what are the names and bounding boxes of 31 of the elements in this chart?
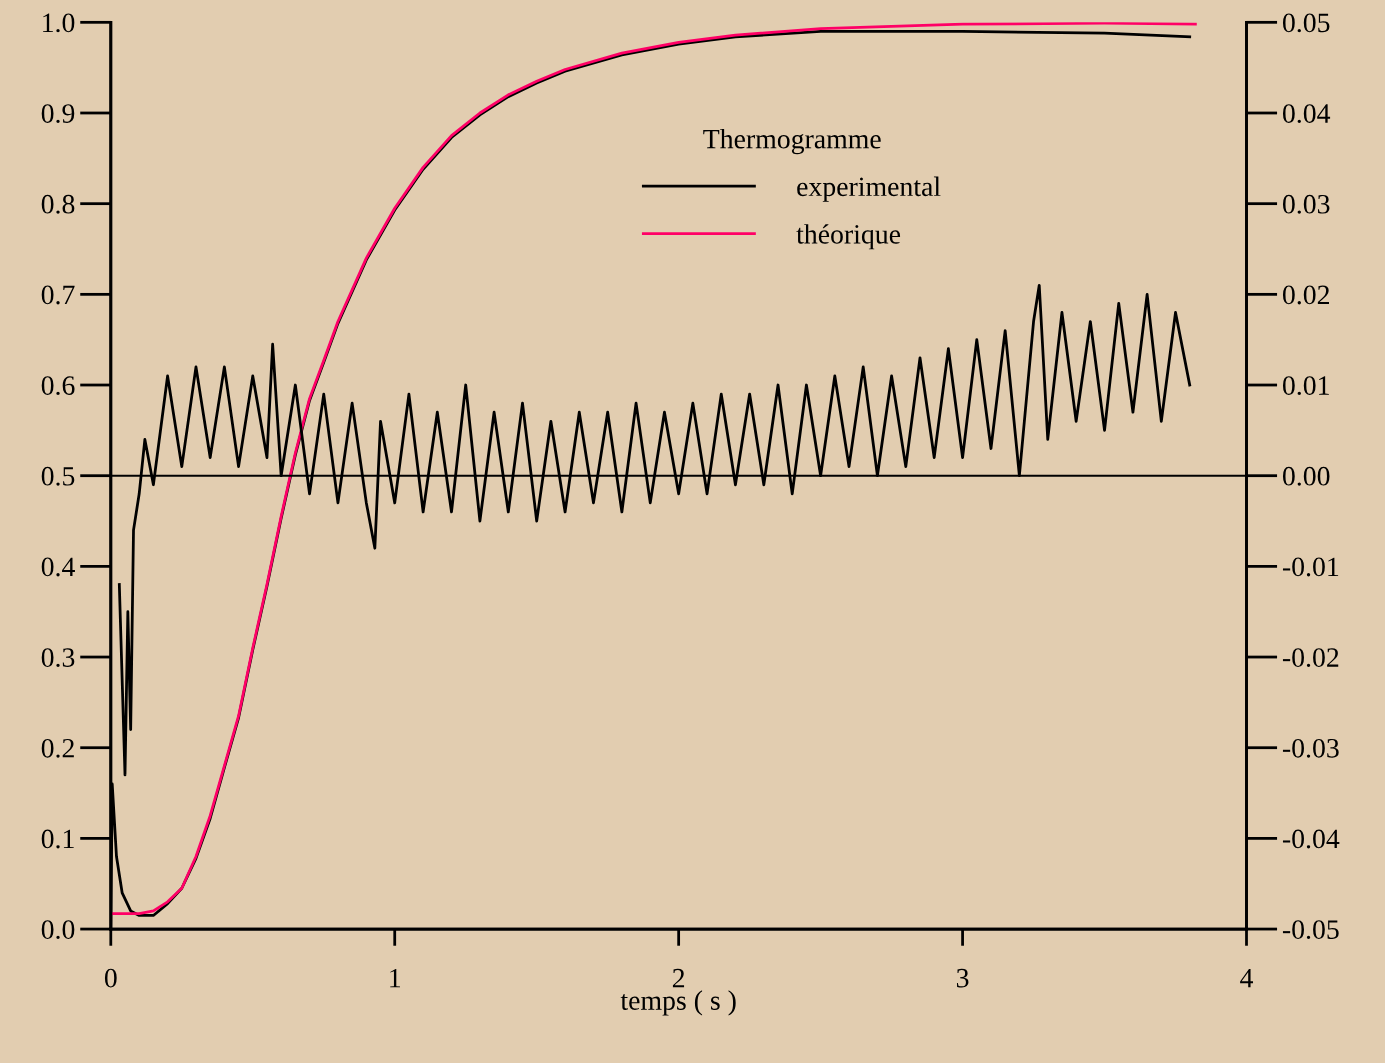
legend-label: experimental (797, 176, 941, 202)
legend-label: théorique (796, 224, 901, 250)
y2-tick-label: 0.03 (1282, 194, 1330, 214)
y-tick-label: 0.0 (41, 920, 75, 940)
legend-title: Thermogramme (703, 128, 881, 155)
y2-tick-label: -0.02 (1282, 648, 1339, 668)
y-tick-label: 0.2 (41, 738, 74, 758)
y-tick-label: 0.7 (41, 285, 75, 305)
y2-tick-label: 0.01 (1282, 376, 1329, 396)
y2-tick-label: 0.04 (1282, 104, 1331, 124)
y-tick-label: 0.1 (41, 829, 74, 849)
x-tick-label: 3 (956, 968, 969, 988)
y2-tick-label: 0.02 (1282, 285, 1329, 305)
y2-tick-label: 0.05 (1282, 13, 1330, 33)
y2-tick-label: -0.05 (1282, 920, 1339, 940)
x-tick-label: 1 (390, 968, 400, 988)
y-tick-label: 0.5 (41, 466, 75, 486)
y-tick-label: 0.4 (41, 557, 75, 577)
x-tick-label: 0 (104, 968, 117, 988)
y2-tick-label: 0.00 (1282, 466, 1330, 486)
y-tick-label: 0.9 (41, 104, 75, 124)
y-tick-label: 0.6 (41, 376, 75, 396)
y-tick-label: 0.3 (41, 648, 75, 668)
x-tick-label: 2 (672, 968, 685, 988)
y-tick-label: 1.0 (43, 13, 75, 33)
y-tick-label: 0.8 (41, 194, 75, 214)
y2-tick-label: -0.03 (1282, 738, 1339, 758)
y2-tick-label: -0.01 (1282, 557, 1339, 577)
x-axis-title: temps ( s ) (620, 990, 736, 1016)
y2-tick-label: -0.04 (1282, 829, 1340, 849)
x-tick-label: 4 (1240, 968, 1254, 988)
